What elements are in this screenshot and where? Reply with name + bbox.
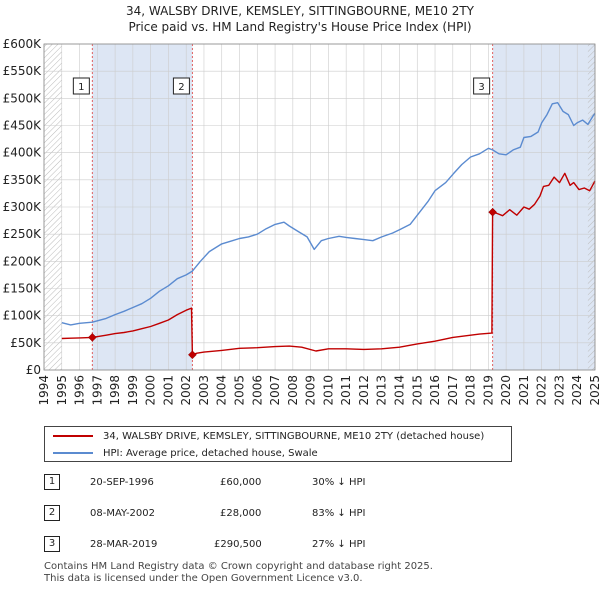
x-tick-label: 2000 [144, 375, 158, 406]
y-tick-label: £50K [10, 336, 42, 350]
x-tick-label: 2021 [517, 375, 531, 406]
chart-title: 34, WALSBY DRIVE, KEMSLEY, SITTINGBOURNE… [125, 4, 475, 18]
x-tick-label: 2017 [446, 375, 460, 406]
x-tick-label: 2022 [535, 375, 549, 406]
sale-label-box-2 [172, 77, 190, 95]
x-tick-label: 2025 [588, 375, 600, 406]
sale-price: £60,000 [220, 477, 262, 488]
y-tick-label: £100K [3, 309, 43, 323]
price-chart: £0 £50K £100K £150K £200K £250K £300K £350K £400… [3, 37, 600, 406]
sale-label-1: 1 [78, 82, 84, 93]
property-price-line [61, 172, 596, 356]
y-tick-label: £400K [3, 146, 43, 160]
x-tick-label: 2014 [392, 375, 406, 406]
x-tick-label: 1997 [90, 375, 104, 406]
x-tick-label: 2005 [233, 375, 247, 406]
sale-row-1: 1 20-SEP-1996 £60,000 30% ↓ HPI [44, 474, 464, 494]
sale-label-box-1 [72, 77, 90, 95]
y-tick-label: £450K [3, 119, 43, 133]
x-tick-label: 2004 [215, 375, 229, 406]
sale-point-3 [488, 207, 497, 217]
sale-number-badge: 1 [44, 474, 60, 490]
footer-licence: This data is licensed under the Open Gov… [44, 573, 363, 584]
y-tick-label: £550K [3, 64, 43, 78]
sale-number-badge: 3 [44, 536, 60, 552]
sale-date: 20-SEP-1996 [90, 477, 154, 488]
legend: 34, WALSBY DRIVE, KEMSLEY, SITTINGBOURNE… [44, 426, 512, 462]
sale-date: 08-MAY-2002 [90, 508, 156, 519]
x-tick-label: 2008 [286, 375, 300, 406]
x-tick-label: 2011 [339, 375, 353, 406]
x-tick-label: 1995 [55, 375, 69, 406]
x-tick-label: 2023 [552, 375, 566, 406]
x-tick-label: 2001 [161, 375, 175, 406]
x-tick-label: 1999 [126, 375, 140, 406]
sale-date: 28-MAR-2019 [90, 539, 158, 550]
legend-item-hpi: HPI: Average price, detached house, Swal… [53, 445, 318, 461]
x-tick-label: 2024 [570, 375, 584, 406]
legend-label-hpi: HPI: Average price, detached house, Swal… [103, 447, 318, 459]
y-tick-label: £250K [3, 227, 43, 241]
x-tick-label: 2018 [464, 375, 478, 406]
sale-point-1 [87, 333, 97, 342]
x-tick-label: 1998 [108, 375, 122, 406]
x-tick-label: 2020 [499, 375, 513, 406]
plot-frame [43, 43, 596, 371]
sale-hpi-diff: 27% ↓ HPI [312, 539, 366, 550]
y-tick-label: £350K [3, 173, 43, 187]
x-tick-label: 2019 [481, 375, 495, 406]
x-tick-label: 2006 [250, 375, 264, 406]
x-tick-label: 2012 [357, 375, 371, 406]
legend-item-property: 34, WALSBY DRIVE, KEMSLEY, SITTINGBOURNE… [53, 428, 484, 444]
sale-label-box-3 [473, 77, 491, 95]
sale-label-2: 2 [178, 82, 184, 93]
sale-row-2: 2 08-MAY-2002 £28,000 83% ↓ HPI [44, 505, 464, 525]
chart-subtitle: Price paid vs. HM Land Registry's House … [128, 20, 472, 34]
sale-row-3: 3 28-MAR-2019 £290,500 27% ↓ HPI [44, 536, 464, 556]
x-tick-label: 2015 [410, 375, 424, 406]
x-tick-label: 1996 [73, 375, 87, 406]
sale-price: £28,000 [220, 508, 262, 519]
y-tick-label: £150K [3, 282, 43, 296]
y-tick-label: £600K [3, 37, 43, 51]
x-tick-label: 2016 [428, 375, 442, 406]
sale-price: £290,500 [214, 539, 262, 550]
y-tick-label: £200K [3, 254, 43, 268]
x-tick-label: 2013 [375, 375, 389, 406]
x-tick-label: 2003 [197, 375, 211, 406]
sale-hpi-diff: 30% ↓ HPI [312, 477, 366, 488]
x-tick-label: 2009 [304, 375, 318, 406]
y-tick-label: £0 [26, 363, 41, 377]
footer-copyright: Contains HM Land Registry data © Crown c… [44, 561, 433, 572]
y-tick-label: £300K [3, 200, 43, 214]
x-tick-label: 1994 [37, 375, 51, 406]
sale-number-badge: 2 [44, 505, 60, 521]
legend-swatch-property [53, 435, 93, 437]
legend-swatch-hpi [53, 452, 93, 454]
legend-label-property: 34, WALSBY DRIVE, KEMSLEY, SITTINGBOURNE… [103, 430, 485, 442]
hpi-line [61, 101, 596, 326]
x-tick-label: 2010 [321, 375, 335, 406]
x-tick-label: 2002 [179, 375, 193, 406]
x-tick-label: 2007 [268, 375, 282, 406]
sale-hpi-diff: 83% ↓ HPI [312, 508, 366, 519]
sale-point-2 [188, 350, 197, 360]
y-tick-label: £500K [3, 91, 43, 105]
sale-label-3: 3 [478, 82, 484, 93]
